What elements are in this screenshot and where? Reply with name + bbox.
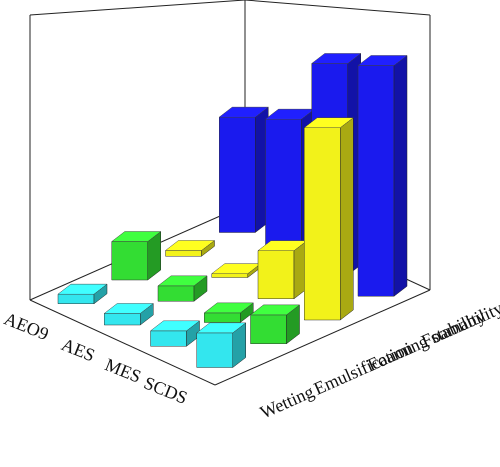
bar-front [219, 116, 256, 233]
bar-top [196, 322, 247, 334]
bar-top [103, 303, 154, 314]
bar-front [150, 330, 187, 347]
bar-top [111, 231, 162, 242]
bar-front [265, 118, 302, 254]
bar-top [157, 275, 208, 287]
bar-top [149, 320, 201, 332]
bar-front [196, 332, 233, 368]
bar-front [257, 250, 295, 299]
bar [218, 106, 269, 234]
bar [203, 302, 254, 324]
bar-top [164, 240, 216, 251]
bar [149, 320, 201, 347]
bar-side [340, 117, 354, 321]
bar-top [57, 283, 108, 295]
bar-front [211, 273, 248, 278]
category-label: AEO9 [1, 308, 51, 344]
bar-front [304, 127, 341, 321]
bar-front [57, 293, 95, 304]
category-label: MES [102, 354, 144, 386]
category-label: SCDS [141, 372, 190, 407]
bar [103, 302, 154, 326]
axis-line [214, 289, 431, 386]
bar [257, 240, 308, 300]
bar [111, 231, 162, 281]
bar [211, 263, 262, 279]
bar [303, 117, 354, 321]
bar [164, 239, 216, 257]
bar [249, 304, 301, 345]
bar-top [303, 117, 354, 128]
bar-front [165, 250, 202, 257]
bar [196, 322, 247, 369]
bar-top [249, 304, 301, 316]
bar-side [393, 54, 408, 297]
bar [57, 283, 108, 305]
bar-front [157, 285, 195, 302]
category-label: AES [59, 334, 98, 365]
axis-line [29, 0, 246, 16]
bar-front [204, 312, 241, 323]
axis-line [29, 299, 216, 386]
bar-top [203, 302, 254, 314]
series-label: Foamability [418, 298, 500, 352]
axis-line [244, 0, 431, 16]
bar [357, 54, 408, 297]
bar-front [111, 241, 148, 281]
bar [157, 275, 208, 302]
bar-front [104, 313, 141, 326]
series-label: Wetting [257, 381, 317, 422]
bar-front [250, 314, 287, 344]
bar-top [218, 106, 269, 118]
bar-top [357, 55, 408, 66]
bar-top [311, 53, 362, 64]
bar-front [357, 65, 395, 297]
